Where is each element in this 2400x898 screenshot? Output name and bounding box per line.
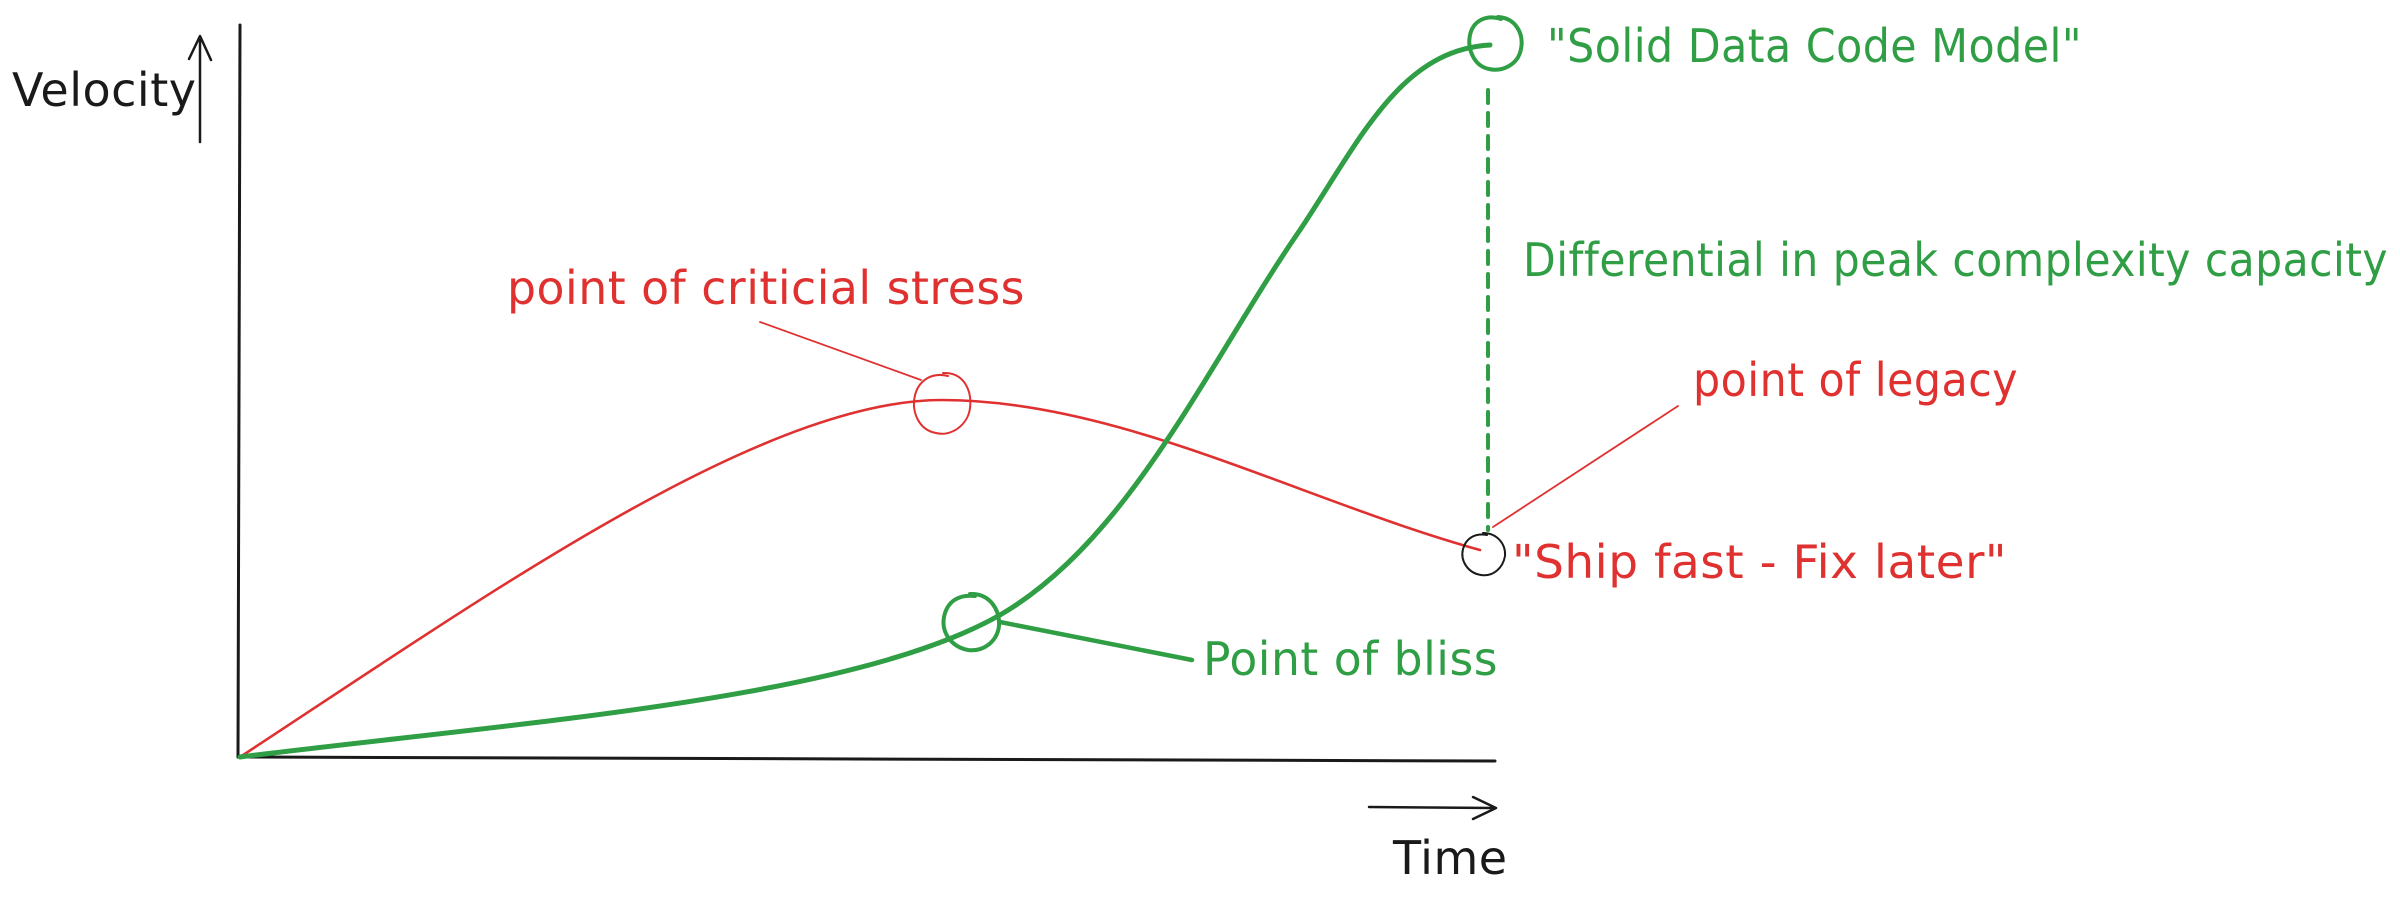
legacy-label: point of legacy: [1693, 353, 2018, 407]
critical-stress-leader: [759, 321, 922, 381]
endpoint-marker: [1461, 532, 1507, 577]
legacy-leader: [1492, 405, 1679, 528]
bliss-circle: [941, 591, 1002, 653]
velocity-arrow-icon: [187, 34, 213, 144]
ship-fast-endpoint-circle: [1461, 532, 1507, 577]
solid-model-series: [237, 15, 1524, 760]
solid-model-peak-circle: [1467, 15, 1524, 72]
y-axis-line: [236, 23, 242, 759]
solid-model-curve: [237, 42, 1493, 760]
bliss-leader: [997, 619, 1195, 663]
x-axis-line: [236, 755, 1497, 763]
time-arrow-icon: [1367, 795, 1498, 821]
differential-label: Differential in peak complexity capacity: [1523, 233, 2388, 287]
y-axis-label: Velocity: [12, 63, 196, 117]
critical-stress-circle: [913, 371, 972, 435]
ship-fast-label: "Ship fast - Fix later": [1512, 535, 2007, 589]
critical-stress-label: point of criticial stress: [507, 261, 1025, 315]
solid-model-label: "Solid Data Code Model": [1547, 19, 2082, 73]
bliss-label: Point of bliss: [1203, 632, 1498, 686]
axes: [187, 23, 1498, 821]
ship-fast-series: [238, 321, 1679, 759]
ship-fast-curve: [238, 398, 1482, 759]
x-axis-label: Time: [1392, 831, 1508, 885]
